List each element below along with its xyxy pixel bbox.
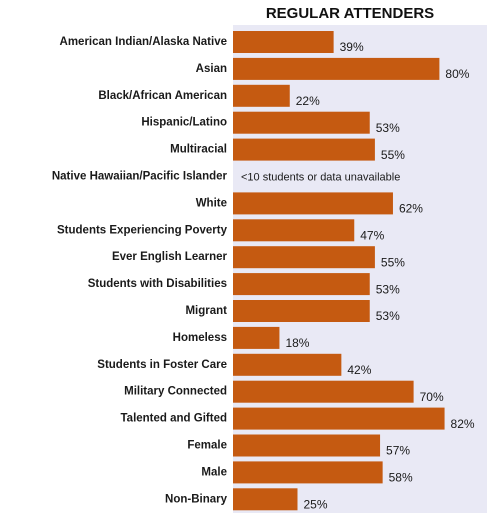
category-label: Migrant <box>185 305 227 317</box>
category-label: White <box>196 197 227 209</box>
category-label: Black/African American <box>98 90 227 102</box>
bar <box>233 300 370 322</box>
bar <box>233 57 440 80</box>
category-label: Ever English Learner <box>112 251 228 263</box>
value-label: 55% <box>381 255 405 269</box>
value-label: <10 students or data unavailable <box>241 171 400 183</box>
value-label: 42% <box>347 363 371 377</box>
value-label: 53% <box>376 309 400 323</box>
category-label: Multiracial <box>170 144 227 156</box>
bar <box>233 380 414 403</box>
category-label: Hispanic/Latino <box>141 117 227 129</box>
category-label: Male <box>201 466 227 478</box>
value-label: 70% <box>420 390 444 404</box>
value-label: 22% <box>296 94 320 108</box>
bar <box>233 84 290 107</box>
category-label: Military Connected <box>124 386 227 398</box>
bar <box>233 111 370 134</box>
category-label: Female <box>187 440 227 452</box>
value-label: 82% <box>451 417 475 431</box>
category-label: Homeless <box>173 332 227 344</box>
value-label: 47% <box>360 228 384 242</box>
value-label: 80% <box>445 67 469 81</box>
bar <box>233 488 298 511</box>
bar <box>233 353 342 376</box>
bar <box>233 31 334 53</box>
value-label: 58% <box>389 471 413 485</box>
value-label: 53% <box>376 282 400 296</box>
category-label: Asian <box>196 63 227 75</box>
chart-title: REGULAR ATTENDERS <box>266 5 434 22</box>
value-label: 57% <box>386 444 410 458</box>
category-label: American Indian/Alaska Native <box>60 36 227 48</box>
bar <box>233 192 393 215</box>
bar <box>233 434 381 457</box>
value-label: 53% <box>376 121 400 135</box>
bar <box>233 138 375 161</box>
value-label: 18% <box>285 336 309 350</box>
bar <box>233 273 370 296</box>
bar <box>233 246 375 269</box>
category-label: Native Hawaiian/Pacific Islander <box>52 171 228 183</box>
value-label: 25% <box>304 497 328 511</box>
bar <box>233 219 355 242</box>
value-label: 62% <box>399 202 423 216</box>
bar <box>233 461 383 484</box>
bar <box>233 407 445 430</box>
category-label: Students Experiencing Poverty <box>57 224 228 236</box>
value-label: 55% <box>381 148 405 162</box>
category-label: Non-Binary <box>165 493 228 505</box>
category-label: Students with Disabilities <box>88 278 227 290</box>
bar <box>233 326 280 349</box>
category-label: Talented and Gifted <box>121 413 228 425</box>
value-label: 39% <box>340 40 364 54</box>
category-label: Students in Foster Care <box>97 359 227 371</box>
